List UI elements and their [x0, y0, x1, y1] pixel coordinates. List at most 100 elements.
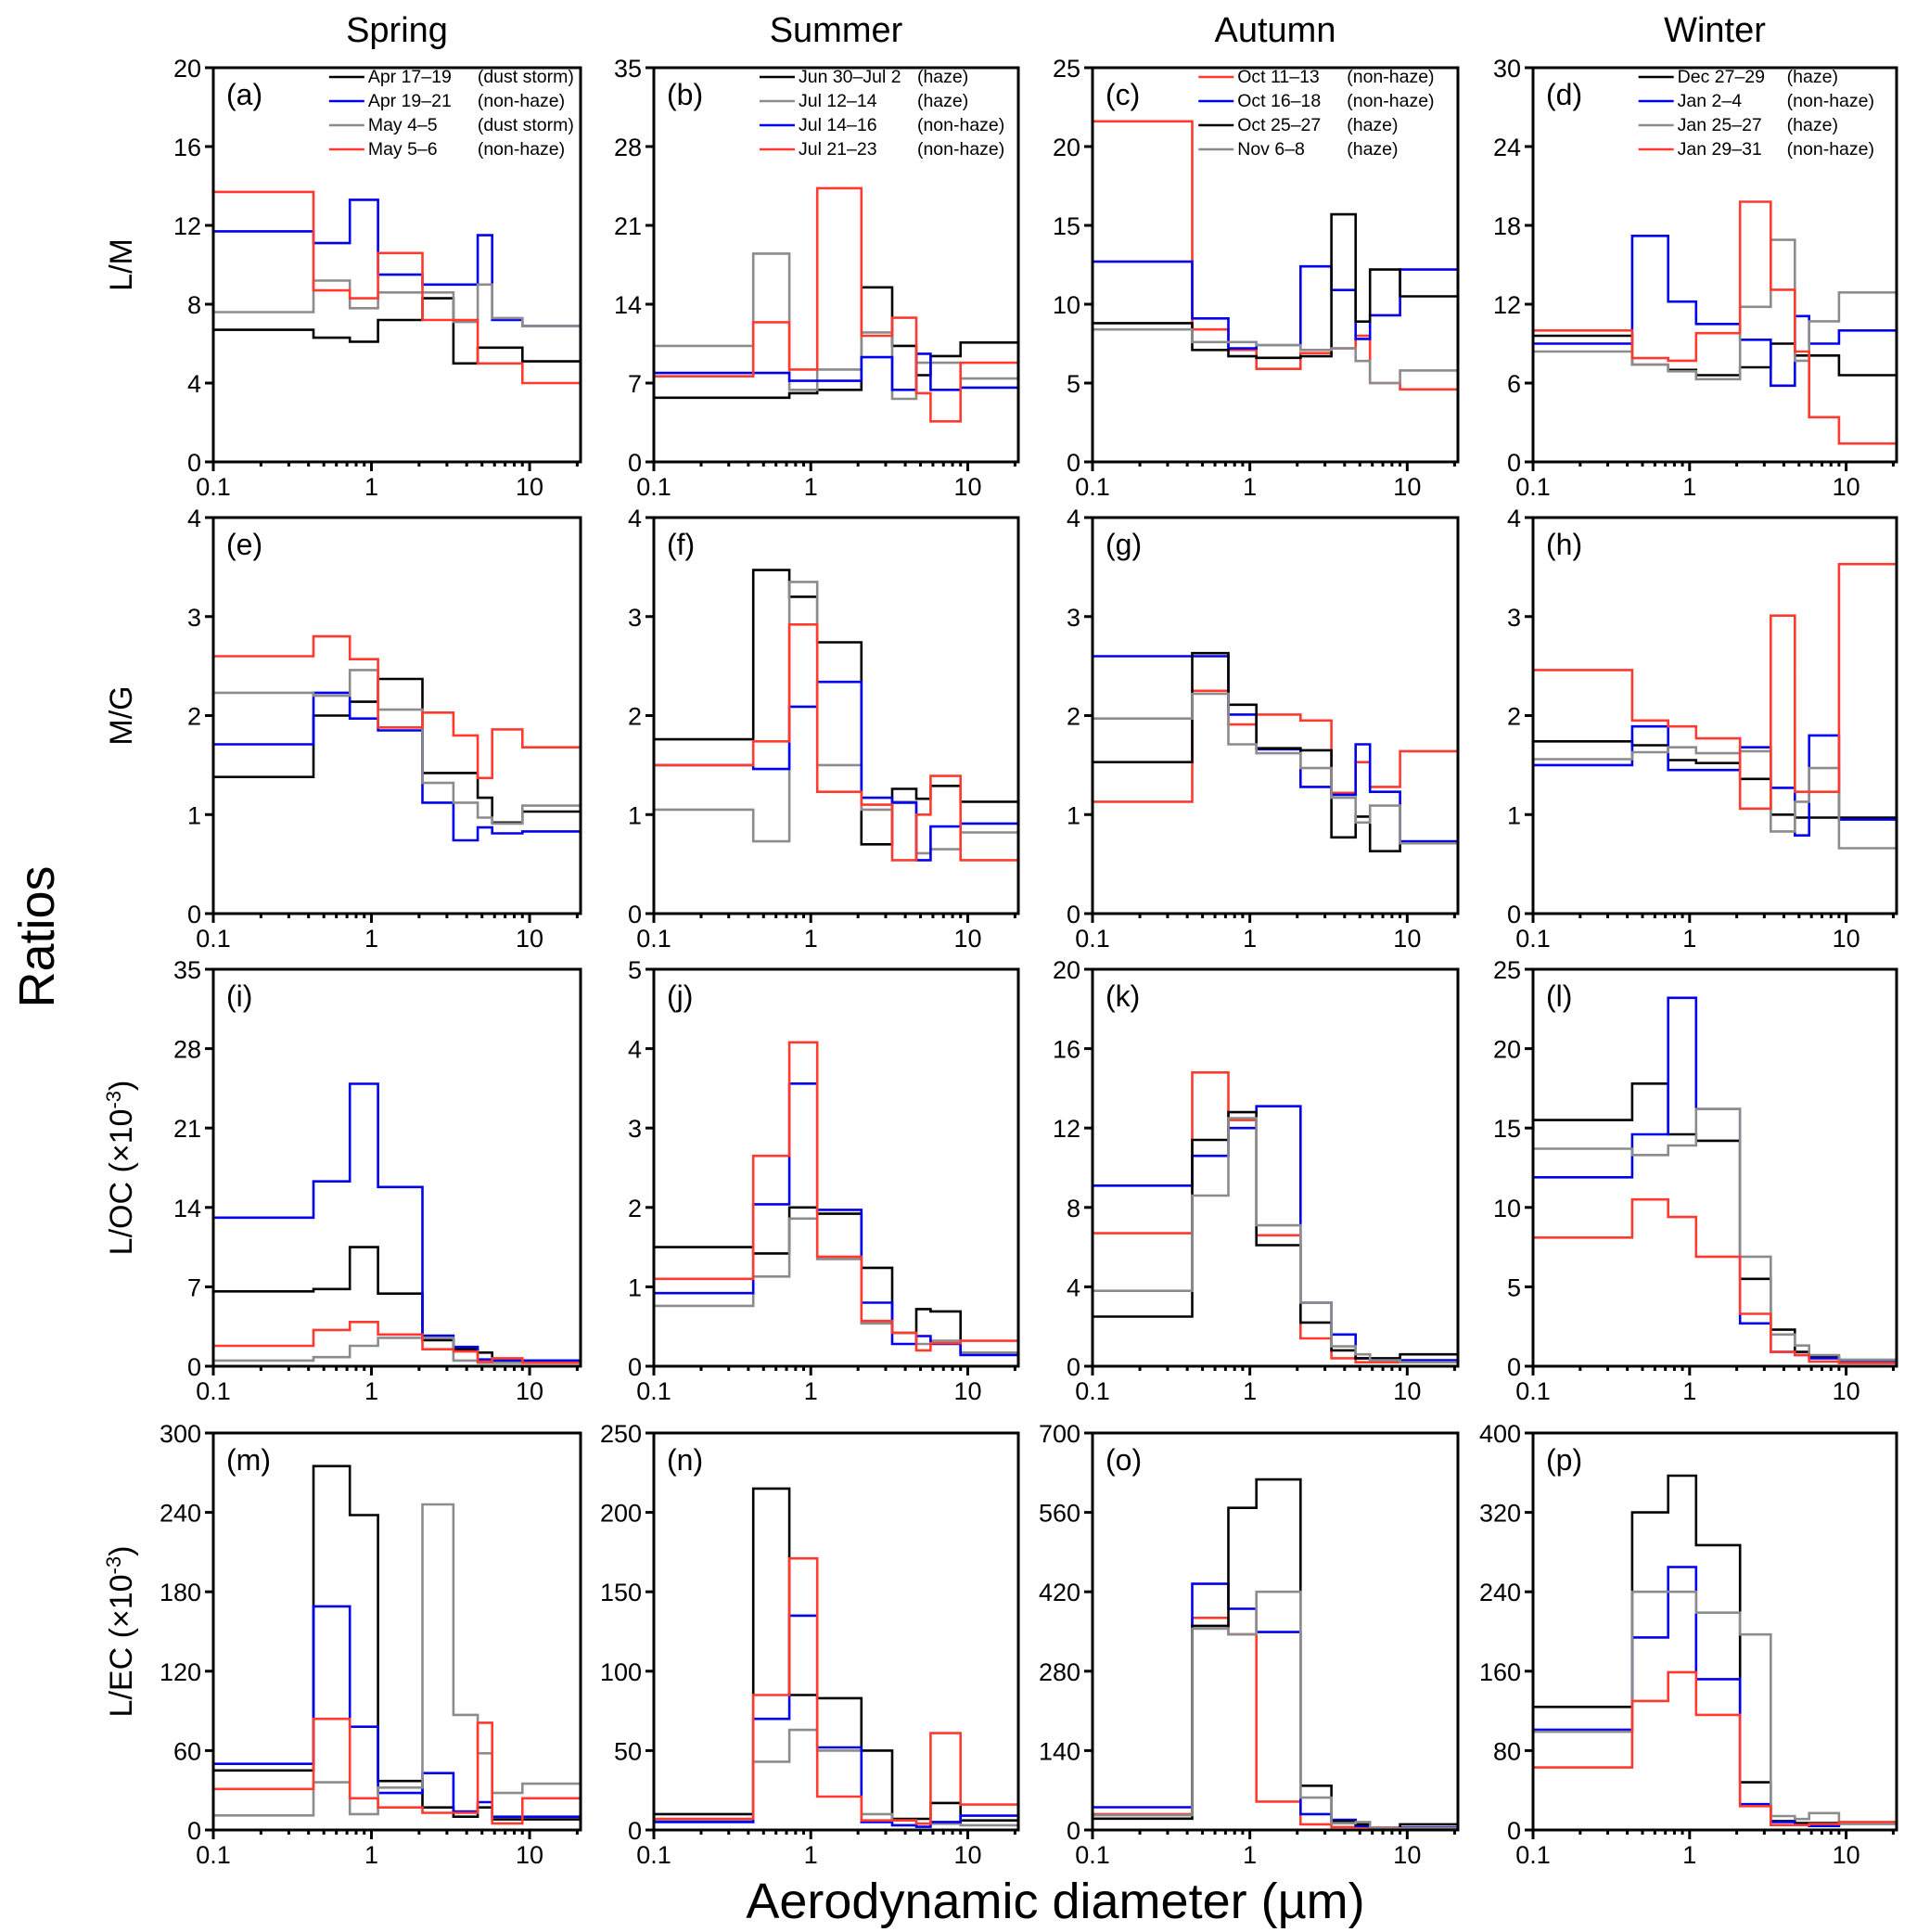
legend-label: Jan 25–27 [1678, 115, 1762, 135]
legend-type: (non-haze) [478, 139, 565, 160]
panel-d: 0 6 12 18 24 30 0.1 1 10 (d) Dec 27–29 (haze) Jan 2–… [1493, 55, 1898, 501]
plot-frame [1531, 66, 1898, 464]
panel-i: 0 7 14 21 28 35 0.1 1 10 (i) [173, 956, 582, 1405]
legend-type: (haze) [917, 91, 968, 111]
plot-frame [652, 516, 1020, 915]
y-tick-label: 10 [1053, 291, 1080, 319]
x-tick-label: 0.1 [196, 1377, 231, 1405]
y-tick-label: 0 [1067, 449, 1080, 477]
series-line [213, 279, 581, 327]
y-tick-label: 15 [1053, 212, 1080, 240]
series-line [213, 1465, 581, 1821]
x-tick-label: 10 [953, 925, 981, 953]
x-tick-label: 0.1 [196, 473, 231, 501]
legend-label: Jul 12–14 [799, 91, 877, 111]
series-line [654, 286, 1018, 400]
y-tick-label: 1 [628, 801, 642, 829]
series-line [1093, 1110, 1458, 1360]
x-tick-label: 0.1 [196, 925, 231, 953]
panel-p: 0 80 160 240 320 400 0.1 1 10 (p) [1479, 1420, 1898, 1869]
series-line [213, 1246, 581, 1363]
series-line [654, 352, 1018, 391]
series-line [654, 1487, 1018, 1822]
y-tick-label: 4 [1067, 1273, 1080, 1301]
x-tick-label: 0.1 [1515, 473, 1551, 501]
y-tick-label: 250 [600, 1420, 642, 1448]
y-tick-label: 28 [614, 134, 642, 161]
series-line [213, 1503, 581, 1817]
legend-type: (non-haze) [1787, 91, 1874, 111]
legend-label: Jan 2–4 [1678, 91, 1743, 111]
panel-label: (a) [226, 78, 262, 111]
y-tick-label: 60 [173, 1737, 201, 1765]
series-line [1093, 1617, 1458, 1829]
panel-m: 0 60 120 180 240 300 0.1 1 10 (m) [160, 1420, 582, 1869]
y-tick-label: 2 [187, 703, 201, 731]
x-tick-label: 10 [1393, 473, 1421, 501]
panel-label: (n) [667, 1443, 703, 1477]
panel-b: 0 7 14 21 28 35 0.1 1 10 (b) Jun 30–Jul 2 (haze) Jul… [614, 55, 1020, 501]
y-tick-label: 25 [1493, 956, 1521, 984]
x-tick-label: 1 [1682, 1377, 1696, 1405]
x-tick-label: 10 [1833, 1377, 1860, 1405]
series-line [213, 634, 581, 780]
y-tick-label: 10 [1493, 1195, 1521, 1222]
legend-label: Jul 21–23 [799, 139, 877, 160]
y-tick-label: 700 [1039, 1420, 1080, 1448]
y-tick-label: 8 [1067, 1195, 1080, 1222]
legend-label: Oct 11–13 [1237, 67, 1320, 87]
y-tick-label: 20 [173, 55, 201, 83]
series-line [654, 680, 1018, 862]
series-line [213, 198, 581, 327]
series-line [213, 669, 581, 825]
y-tick-label: 4 [628, 1036, 642, 1064]
y-tick-label: 0 [1507, 449, 1521, 477]
legend-type: (non-haze) [1347, 91, 1434, 111]
series-line [654, 1614, 1018, 1828]
series-line [213, 1082, 581, 1363]
panel-f: 0 1 2 3 4 0.1 1 10 (f) [628, 505, 1020, 953]
legend-type: (haze) [1347, 115, 1398, 135]
y-tick-label: 4 [1067, 505, 1080, 532]
x-tick-label: 0.1 [636, 1841, 671, 1869]
series-line [1533, 1107, 1897, 1362]
y-tick-label: 15 [1493, 1115, 1521, 1143]
series-line [1533, 724, 1897, 837]
plot-frame [211, 66, 582, 464]
series-line [1533, 996, 1897, 1363]
x-tick-label: 10 [516, 1841, 543, 1869]
y-tick-label: 280 [1039, 1658, 1080, 1686]
series-line [1533, 1197, 1897, 1364]
x-tick-label: 0.1 [196, 1841, 231, 1869]
x-axis-title: Aerodynamic diameter (µm) [746, 1874, 1364, 1929]
y-tick-label: 0 [1507, 1817, 1521, 1845]
legend-type: (haze) [1347, 139, 1398, 160]
series-line [654, 1217, 1018, 1354]
y-tick-label: 200 [600, 1500, 642, 1528]
series-line [213, 190, 581, 385]
legend-label: Jan 29–31 [1678, 139, 1762, 160]
legend-type: (dust storm) [478, 115, 574, 135]
y-tick-label: 3 [628, 604, 642, 632]
y-tick-label: 3 [1067, 604, 1080, 632]
y-tick-label: 320 [1479, 1500, 1521, 1528]
legend-type: (haze) [1787, 115, 1838, 135]
panel-label: (o) [1105, 1443, 1142, 1477]
season-title: Autumn [1215, 11, 1336, 50]
panel-label: (i) [226, 979, 252, 1013]
y-tick-label: 0 [187, 901, 201, 928]
series-line [213, 677, 581, 825]
y-tick-label: 3 [187, 604, 201, 632]
y-tick-label: 80 [1493, 1737, 1521, 1765]
x-tick-label: 0.1 [1075, 925, 1110, 953]
y-tick-label: 0 [628, 1817, 642, 1845]
y-tick-label: 18 [1493, 212, 1521, 240]
series-line [1093, 212, 1458, 360]
y-tick-label: 0 [1507, 901, 1521, 928]
y-tick-label: 150 [600, 1579, 642, 1606]
y-tick-label: 14 [173, 1195, 201, 1222]
plot-frame [1091, 967, 1460, 1368]
y-tick-label: 4 [187, 505, 201, 532]
y-tick-label: 0 [1067, 901, 1080, 928]
